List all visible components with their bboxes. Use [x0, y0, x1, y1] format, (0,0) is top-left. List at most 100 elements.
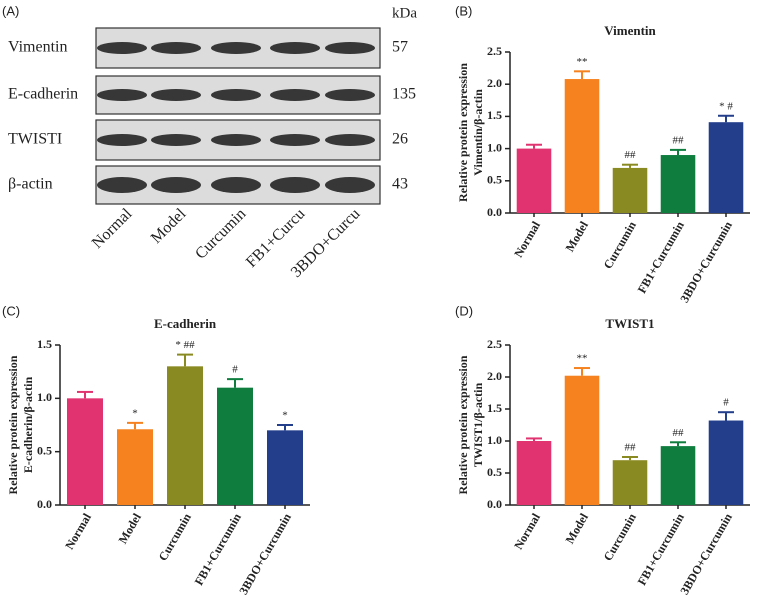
protein-label: β-actin: [8, 176, 53, 193]
x-tick-label: FB1+Curcumin: [192, 511, 245, 588]
y-tick-label: 0.5: [487, 465, 502, 479]
bar: [516, 441, 552, 505]
bar: [660, 446, 696, 505]
blot-band: [151, 177, 201, 193]
kda-value: 26: [392, 131, 408, 148]
significance-label: ##: [673, 134, 685, 146]
x-tick-label: 3BDO+Curcumin: [236, 511, 294, 596]
bar: [516, 148, 552, 213]
kda-value: 43: [392, 176, 408, 193]
x-tick-label: 3BDO+Curcumin: [677, 511, 735, 596]
bar: [117, 429, 153, 505]
significance-label: ##: [625, 149, 637, 161]
y-tick-label: 1.5: [487, 401, 502, 415]
y-tick-label: 1.0: [37, 390, 52, 404]
significance-label: * #: [719, 100, 733, 112]
kda-label: kDa: [392, 5, 417, 21]
y-tick-label: 1.5: [487, 108, 502, 122]
blot-band: [97, 134, 147, 146]
protein-label: E-cadherin: [8, 86, 78, 103]
significance-label: *: [282, 410, 288, 422]
y-tick-label: 2.0: [487, 76, 502, 90]
blot-band: [325, 134, 375, 146]
y-axis-label: E-cadherin/β-actin: [21, 377, 35, 474]
significance-label: *: [132, 407, 138, 419]
y-tick-label: 2.5: [487, 337, 502, 351]
y-axis-label: Relative protein expression: [6, 355, 20, 494]
x-tick-label: Curcumin: [601, 511, 640, 564]
blot-band: [151, 89, 201, 101]
blot-band: [211, 134, 261, 146]
lane-label: Normal: [89, 205, 136, 252]
y-tick-label: 0.0: [487, 205, 502, 219]
y-tick-label: 2.5: [487, 44, 502, 58]
lane-label: Curcumin: [192, 205, 249, 262]
panel-label: (B): [455, 3, 472, 18]
y-tick-label: 0.0: [37, 497, 52, 511]
blot-band: [211, 89, 261, 101]
significance-label: #: [723, 397, 729, 409]
blot-band: [325, 177, 375, 193]
x-tick-label: Curcumin: [156, 511, 195, 564]
blot-band: [270, 42, 320, 54]
x-tick-label: Normal: [511, 510, 543, 552]
significance-label: **: [577, 56, 588, 68]
x-tick-label: Model: [563, 218, 592, 254]
y-tick-label: 2.0: [487, 369, 502, 383]
x-tick-label: Model: [116, 510, 145, 546]
bar: [267, 430, 303, 505]
panel-label: (C): [2, 303, 20, 318]
bar: [708, 420, 744, 505]
y-tick-label: 1.0: [487, 140, 502, 154]
lane-label: Model: [148, 205, 190, 247]
bar: [167, 366, 203, 505]
y-tick-label: 0.5: [37, 443, 52, 457]
panel-label: (A): [2, 3, 19, 18]
chart-title: TWIST1: [605, 316, 654, 331]
blot-band: [325, 89, 375, 101]
blot-band: [270, 134, 320, 146]
x-tick-label: FB1+Curcumin: [635, 219, 688, 296]
x-tick-label: Curcumin: [601, 219, 640, 272]
y-tick-label: 1.5: [37, 337, 52, 351]
blot-band: [97, 42, 147, 54]
significance-label: #: [232, 364, 238, 376]
panel-label: (D): [455, 303, 473, 318]
chart-title: Vimentin: [604, 23, 656, 38]
y-tick-label: 1.0: [487, 433, 502, 447]
bar: [612, 167, 648, 213]
bar: [564, 79, 600, 213]
kda-value: 57: [392, 39, 408, 56]
chart-title: E-cadherin: [154, 316, 217, 331]
blot-band: [97, 177, 147, 193]
significance-label: ##: [673, 427, 685, 439]
x-tick-label: Normal: [511, 218, 543, 260]
blot-band: [325, 42, 375, 54]
x-tick-label: 3BDO+Curcumin: [677, 219, 735, 305]
y-axis-label: Relative protein expression: [456, 63, 470, 202]
bar: [67, 398, 103, 505]
x-tick-label: Model: [563, 510, 592, 546]
blot-band: [151, 134, 201, 146]
y-tick-label: 0.0: [487, 497, 502, 511]
protein-label: Vimentin: [8, 39, 67, 56]
bar: [708, 122, 744, 213]
significance-label: ##: [625, 442, 637, 454]
bar: [612, 460, 648, 505]
blot-band: [270, 89, 320, 101]
blot-band: [211, 42, 261, 54]
x-tick-label: FB1+Curcumin: [635, 511, 688, 588]
bar: [217, 387, 253, 505]
y-tick-label: 0.5: [487, 173, 502, 187]
y-axis-label: Relative protein expression: [456, 355, 470, 494]
x-tick-label: Normal: [62, 510, 94, 552]
y-axis-label: Vimentin/β-actin: [471, 89, 485, 176]
significance-label: * ##: [175, 339, 195, 351]
kda-value: 135: [392, 86, 416, 103]
bar: [564, 375, 600, 505]
blot-band: [211, 177, 261, 193]
y-axis-label: TWIST1/β-actin: [471, 383, 485, 468]
protein-label: TWISTI: [8, 131, 62, 148]
